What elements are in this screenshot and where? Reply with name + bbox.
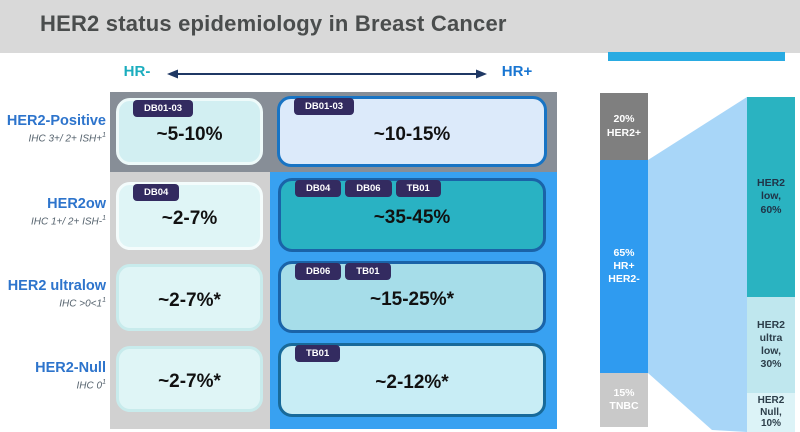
cell-her2-null-hr-positive: TB01 ~2-12%* xyxy=(278,343,546,417)
flow-band xyxy=(648,97,747,432)
study-badge: DB01-03 xyxy=(294,98,355,115)
cell-her2-ultralow-hr-negative: ~2-7%* xyxy=(116,264,263,331)
cell-value: ~2-7%* xyxy=(158,371,221,392)
hr-negative-label: HR- xyxy=(123,63,151,80)
cell-value: ~15-25%* xyxy=(370,289,454,310)
cell-value: ~35-45% xyxy=(373,207,451,228)
row-label-her2-ultralow: HER2 ultralow IHC >0<11 xyxy=(7,278,106,310)
row-label-her2-null: HER2-Null IHC 01 xyxy=(35,360,106,392)
page-title: HER2 status epidemiology in Breast Cance… xyxy=(40,11,507,36)
study-badge: DB06 xyxy=(345,180,392,197)
cell-her2-null-hr-negative: ~2-7%* xyxy=(116,346,263,412)
study-badge: TB01 xyxy=(295,345,341,362)
bar-segment-hr-positive-her2-negative-65: 65% HR+ HER2- xyxy=(600,160,648,373)
cell-her2-low-hr-positive: DB04 DB06 TB01 ~35-45% xyxy=(278,178,546,252)
bar-segment-her2-positive-20: 20% HER2+ xyxy=(600,93,648,160)
study-badge: DB06 xyxy=(295,263,342,280)
study-badge: TB01 xyxy=(345,263,391,280)
cell-value: ~10-15% xyxy=(373,123,451,145)
header-band xyxy=(0,0,800,53)
bar-segment-her2-low-60: HER2 low, 60% xyxy=(747,97,795,297)
cell-value: ~2-7% xyxy=(161,208,218,229)
study-badge: DB01-03 xyxy=(133,100,194,117)
cell-her2-positive-hr-negative: DB01-03 ~5-10% xyxy=(116,98,263,165)
bar-segment-tnbc-15: 15% TNBC xyxy=(600,373,648,427)
cell-her2-low-hr-negative: DB04 ~2-7% xyxy=(116,182,263,250)
study-badge: DB04 xyxy=(133,184,180,201)
hr-positive-label: HR+ xyxy=(501,63,533,80)
cell-value: ~5-10% xyxy=(156,123,223,145)
bar-segment-her2-null-10: HER2 Null, 10% xyxy=(747,393,795,432)
cell-value: ~2-12%* xyxy=(375,372,449,393)
cell-value: ~2-7%* xyxy=(158,289,221,311)
row-label-her2-positive: HER2-Positive IHC 3+/ 2+ ISH+1 xyxy=(6,113,106,145)
study-badge: TB01 xyxy=(395,180,441,197)
cell-her2-positive-hr-positive: DB01-03 ~10-15% xyxy=(277,96,547,167)
bar-segment-her2-ultralow-30: HER2 ultra low, 30% xyxy=(747,297,795,393)
cell-her2-ultralow-hr-positive: DB06 TB01 ~15-25%* xyxy=(278,261,546,333)
row-label-her2-low: HER2ow IHC 1+/ 2+ ISH-1 xyxy=(30,196,106,228)
study-badge: DB04 xyxy=(295,180,342,197)
accent-bar xyxy=(608,52,785,61)
